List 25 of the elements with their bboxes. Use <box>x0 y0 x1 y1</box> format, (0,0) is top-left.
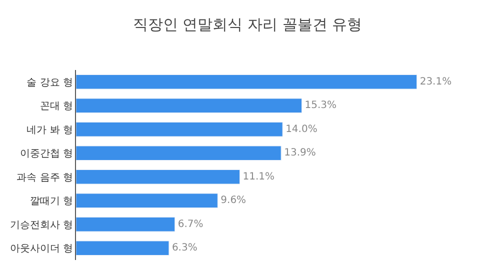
data-label: 23.1% <box>420 76 452 88</box>
bar <box>76 122 283 137</box>
data-label: 9.6% <box>220 195 246 206</box>
data-label: 15.3% <box>304 100 337 112</box>
bar <box>76 217 176 232</box>
bar <box>76 98 302 113</box>
data-label: 14.0% <box>286 124 318 135</box>
y-tick-label: 아웃사이더 형 <box>10 244 73 255</box>
bar <box>76 240 170 256</box>
y-tick-label: 이중간첩 형 <box>20 148 73 160</box>
bar <box>76 74 418 90</box>
y-tick-label: 깔때기 형 <box>30 196 73 208</box>
data-label: 13.9% <box>284 148 316 159</box>
data-label: 6.3% <box>172 242 198 254</box>
data-label: 11.1% <box>242 171 275 182</box>
y-tick-label: 술 강요 형 <box>26 77 73 88</box>
y-tick-label: 과속 음주 형 <box>16 172 73 184</box>
bar <box>76 170 240 184</box>
bar <box>76 193 218 208</box>
chart-title: 직장인 연말회식 자리 꼴불견 유형 <box>132 15 362 34</box>
bar <box>76 146 282 160</box>
y-tick-label: 네가 봐 형 <box>26 124 73 136</box>
data-label: 6.7% <box>178 218 204 230</box>
y-tick-label: 기승전회사 형 <box>10 220 73 231</box>
y-tick-label: 꼰대 형 <box>40 101 73 112</box>
